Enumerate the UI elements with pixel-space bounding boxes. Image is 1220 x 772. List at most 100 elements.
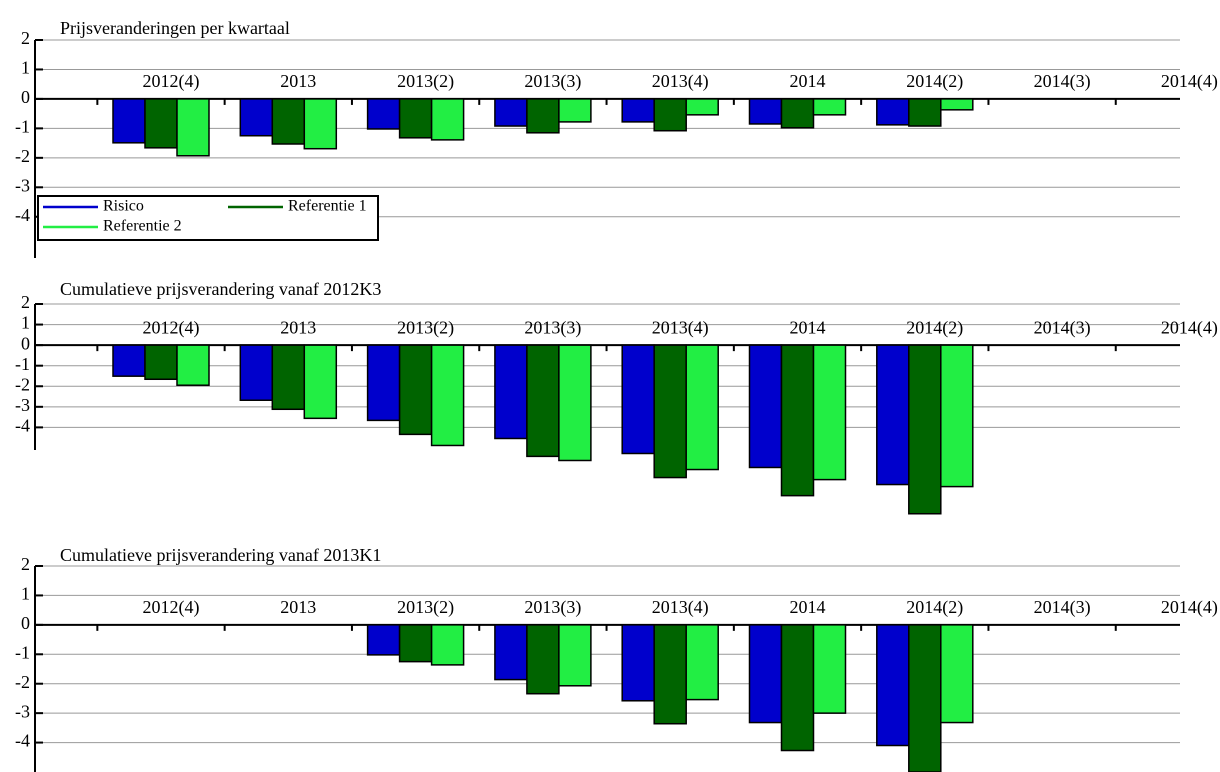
- bar: [176, 344, 210, 386]
- y-tick-label: 0: [21, 87, 30, 107]
- bar: [239, 98, 274, 137]
- bar: [908, 624, 942, 772]
- y-tick-label: -4: [15, 205, 30, 225]
- bar: [940, 624, 974, 724]
- bar: [271, 98, 306, 145]
- y-tick-label: -2: [15, 374, 30, 394]
- y-tick-label: -3: [15, 395, 30, 415]
- y-tick-label: 2: [21, 554, 30, 574]
- bar: [144, 98, 178, 149]
- x-tick-label: 2014: [790, 597, 826, 617]
- bar: [748, 98, 783, 125]
- x-tick-label: 2014(4): [1161, 597, 1218, 618]
- y-tick-label: 1: [21, 584, 30, 604]
- bar: [112, 98, 146, 144]
- x-tick-label: 2014(3): [1034, 317, 1091, 338]
- y-tick-label: 0: [21, 613, 30, 633]
- x-tick-label: 2014(2): [906, 71, 963, 92]
- bar: [908, 98, 942, 127]
- x-tick-label: 2014(4): [1161, 71, 1218, 92]
- x-tick-label: 2013(3): [524, 317, 581, 338]
- chart-title: Cumulatieve prijsverandering vanaf 2013K…: [60, 545, 381, 565]
- bar: [112, 344, 146, 377]
- x-tick-label: 2014(2): [906, 597, 963, 618]
- bar: [940, 98, 974, 111]
- x-tick-label: 2013(4): [652, 71, 709, 92]
- x-tick-label: 2012(4): [143, 71, 200, 92]
- x-tick-label: 2014: [790, 317, 826, 337]
- bar: [271, 344, 306, 411]
- bar: [494, 624, 528, 681]
- bar: [876, 344, 910, 486]
- bar: [366, 624, 401, 656]
- x-tick-label: 2012(4): [143, 597, 200, 618]
- y-tick-label: 1: [21, 313, 30, 333]
- y-tick-label: 0: [21, 333, 30, 353]
- bar: [526, 344, 560, 458]
- y-tick-label: 1: [21, 58, 30, 78]
- x-tick-label: 2013(2): [397, 71, 454, 92]
- bar: [366, 344, 401, 422]
- bar: [398, 344, 433, 436]
- bar: [685, 344, 719, 471]
- bar: [908, 344, 942, 515]
- y-tick-label: -1: [15, 117, 30, 137]
- x-tick-label: 2013(2): [397, 317, 454, 338]
- y-tick-label: -1: [15, 642, 30, 662]
- legend-label: Referentie 2: [103, 218, 182, 235]
- legend-label: Risico: [103, 198, 144, 215]
- x-tick-label: 2014(4): [1161, 317, 1218, 338]
- bar: [940, 344, 974, 488]
- bar: [558, 98, 592, 123]
- bar: [430, 98, 465, 141]
- bar: [303, 98, 338, 150]
- bar: [812, 624, 847, 714]
- x-tick-label: 2014: [790, 71, 826, 91]
- bar: [526, 624, 560, 695]
- chart-title: Cumulatieve prijsverandering vanaf 2012K…: [60, 279, 381, 299]
- x-tick-label: 2013: [280, 317, 316, 337]
- legend-label: Referentie 1: [288, 198, 367, 215]
- bar: [526, 98, 560, 134]
- x-tick-label: 2014(3): [1034, 71, 1091, 92]
- y-tick-label: -2: [15, 146, 30, 166]
- x-tick-label: 2013(4): [652, 317, 709, 338]
- bar: [398, 98, 433, 139]
- bar: [558, 624, 592, 687]
- bar: [876, 98, 910, 126]
- bar: [494, 98, 528, 127]
- x-tick-label: 2014(3): [1034, 597, 1091, 618]
- x-tick-label: 2013: [280, 71, 316, 91]
- bar: [303, 344, 338, 420]
- bar: [430, 624, 465, 666]
- bar: [748, 624, 783, 724]
- bar: [621, 624, 655, 702]
- bar: [780, 98, 815, 129]
- bar: [780, 624, 815, 752]
- y-tick-label: -2: [15, 672, 30, 692]
- y-tick-label: 2: [21, 28, 30, 48]
- x-tick-label: 2013(3): [524, 71, 581, 92]
- bar: [685, 98, 719, 116]
- bar: [558, 344, 592, 462]
- bar: [366, 98, 401, 130]
- y-tick-label: -1: [15, 354, 30, 374]
- bar: [780, 344, 815, 497]
- bar: [653, 344, 687, 479]
- x-tick-label: 2012(4): [143, 317, 200, 338]
- bar: [812, 98, 847, 116]
- bar: [398, 624, 433, 663]
- bar: [494, 344, 528, 440]
- bar: [876, 624, 910, 747]
- bar: [653, 624, 687, 725]
- x-tick-label: 2013(3): [524, 597, 581, 618]
- bar: [812, 344, 847, 481]
- x-tick-label: 2013(4): [652, 597, 709, 618]
- bar: [748, 344, 783, 469]
- y-tick-label: -3: [15, 175, 30, 195]
- legend-box: [37, 195, 379, 241]
- bar: [176, 98, 210, 157]
- bar: [144, 344, 178, 381]
- bar: [685, 624, 719, 701]
